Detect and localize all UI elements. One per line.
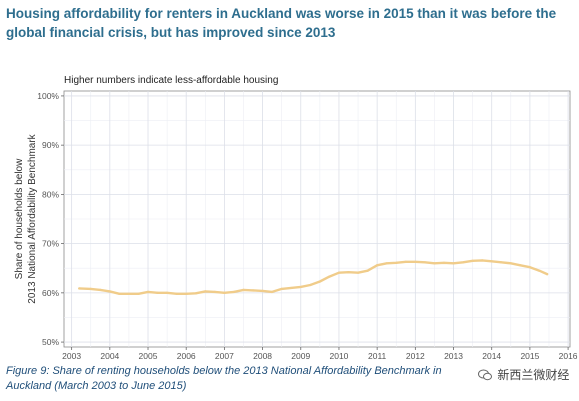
data-point xyxy=(528,266,532,269)
data-point xyxy=(366,269,369,272)
data-point xyxy=(99,288,102,291)
data-point xyxy=(471,259,474,262)
y-axis-ticks: 50% 60% 70% 80% 90% 100% xyxy=(37,91,64,347)
x-tick-label: 2009 xyxy=(291,351,310,361)
data-point xyxy=(318,280,321,283)
data-point xyxy=(194,292,197,295)
data-point xyxy=(89,287,92,291)
x-tick-label: 2008 xyxy=(253,351,272,361)
data-point xyxy=(242,288,245,291)
y-tick-label: 90% xyxy=(42,140,59,150)
chart-subtitle: Higher numbers indicate less-affordable … xyxy=(64,75,279,86)
x-tick-label: 2011 xyxy=(368,351,387,361)
data-point xyxy=(108,290,111,293)
data-point xyxy=(442,261,446,264)
data-point xyxy=(538,269,541,272)
x-tick-label: 2006 xyxy=(177,351,196,361)
y-axis-label-line1: Share of households below xyxy=(14,158,25,279)
data-point xyxy=(175,292,178,295)
data-point xyxy=(271,290,274,293)
data-point xyxy=(519,264,522,267)
data-point xyxy=(490,260,493,263)
data-point xyxy=(385,262,388,265)
data-point xyxy=(280,287,283,291)
watermark: 新西兰微财经 xyxy=(478,366,569,383)
x-tick-label: 2010 xyxy=(329,351,348,361)
data-point xyxy=(290,286,293,290)
x-tick-label: 2015 xyxy=(520,351,539,361)
y-axis-label-line2: 2013 National Affordability Benchmark xyxy=(27,133,38,303)
figure-caption: Figure 9: Share of renting households be… xyxy=(6,365,442,392)
data-point xyxy=(185,292,188,295)
series-line xyxy=(78,259,549,295)
x-tick-label: 2012 xyxy=(406,351,425,361)
x-tick-label: 2003 xyxy=(62,351,81,361)
data-point xyxy=(395,261,398,264)
data-point xyxy=(545,273,549,276)
data-point xyxy=(137,292,140,295)
data-point xyxy=(251,289,255,292)
data-point xyxy=(328,275,331,278)
data-point xyxy=(433,262,436,265)
y-tick-label: 70% xyxy=(42,239,59,249)
data-point xyxy=(481,259,484,262)
data-point xyxy=(261,289,264,292)
series-points xyxy=(78,259,549,295)
y-tick-label: 60% xyxy=(42,288,59,298)
watermark-text: 新西兰微财经 xyxy=(497,368,570,382)
data-point xyxy=(500,261,503,264)
data-point xyxy=(309,283,312,287)
data-point xyxy=(156,291,159,294)
gridlines xyxy=(64,91,570,347)
data-point xyxy=(299,285,302,289)
data-point xyxy=(118,292,121,295)
data-point xyxy=(223,291,226,294)
data-point xyxy=(78,287,81,290)
data-point xyxy=(347,271,350,274)
x-tick-label: 2016 xyxy=(559,351,578,361)
data-point xyxy=(127,292,131,295)
data-point xyxy=(232,290,236,293)
data-point xyxy=(509,262,512,265)
x-tick-label: 2013 xyxy=(444,351,463,361)
data-point xyxy=(461,261,465,264)
x-tick-label: 2004 xyxy=(100,351,119,361)
y-tick-label: 50% xyxy=(42,337,59,347)
data-point xyxy=(452,262,455,265)
y-tick-label: 100% xyxy=(37,91,59,101)
data-point xyxy=(337,271,341,274)
data-point xyxy=(404,260,407,263)
data-point xyxy=(204,290,207,293)
chart-title: Housing affordability for renters in Auc… xyxy=(6,6,557,40)
data-point xyxy=(414,260,417,263)
wechat-icon xyxy=(478,369,492,381)
x-tick-label: 2005 xyxy=(139,351,158,361)
data-point xyxy=(213,290,216,293)
data-point xyxy=(423,261,426,264)
data-point xyxy=(376,264,379,267)
x-axis-ticks: 2003 2004 2005 2006 2007 2008 2009 2010 2011 2012… xyxy=(62,347,578,361)
x-tick-label: 2014 xyxy=(482,351,501,361)
x-tick-label: 2007 xyxy=(215,351,234,361)
y-tick-label: 80% xyxy=(42,189,59,199)
data-point xyxy=(146,290,150,293)
data-point xyxy=(166,291,169,294)
data-point xyxy=(356,271,360,274)
